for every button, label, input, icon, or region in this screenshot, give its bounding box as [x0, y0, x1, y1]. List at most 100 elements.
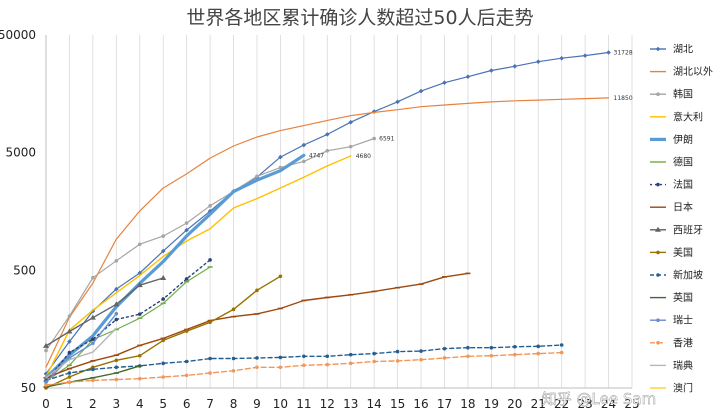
series-7 [43, 272, 471, 379]
data-point [559, 350, 564, 355]
legend-item-9: 美国 [650, 246, 693, 259]
series-end-label: 11850 [614, 95, 633, 102]
data-point [513, 352, 517, 357]
data-point [208, 320, 212, 325]
x-tick-label: 23 [577, 397, 592, 411]
data-point [184, 329, 189, 333]
legend-label: 德国 [673, 156, 693, 169]
y-tick-label: 50000 [0, 28, 36, 42]
legend-marker [655, 226, 661, 232]
data-point [67, 350, 72, 355]
chart-title: 世界各地区累计确诊人数超过50人后走势 [186, 7, 533, 29]
x-tick-label: 3 [112, 397, 120, 411]
data-point [44, 380, 48, 385]
x-tick-label: 4 [136, 397, 144, 411]
data-point [208, 371, 212, 375]
series-9 [44, 274, 283, 390]
data-point [231, 307, 236, 312]
gridlines [45, 35, 633, 388]
series-line [45, 277, 164, 347]
data-point [278, 154, 283, 160]
data-point [348, 352, 353, 357]
series-line [45, 97, 610, 368]
legend-label: 澳门 [673, 382, 693, 395]
series-group: 31728 11850 6591 4680 4747 [43, 50, 633, 390]
series-end-label: 6591 [379, 136, 394, 143]
legend-item-15: 澳门 [650, 382, 693, 395]
data-point [207, 208, 213, 214]
data-point [348, 144, 353, 149]
data-point [302, 354, 306, 359]
x-tick-label: 19 [484, 397, 499, 411]
data-point [395, 349, 400, 354]
data-point [582, 53, 588, 58]
data-point [137, 242, 142, 247]
series-line [45, 327, 117, 379]
x-tick-label: 22 [554, 397, 569, 411]
data-point [136, 282, 143, 288]
data-point [208, 258, 212, 262]
y-tick-label: 50 [21, 381, 36, 395]
legend-item-13: 香港 [650, 337, 693, 349]
series-end-label: 31728 [614, 50, 633, 57]
x-tick-label: 7 [206, 397, 214, 411]
data-point [324, 132, 330, 137]
data-point [255, 174, 259, 179]
data-point [442, 346, 447, 351]
x-tick-label: 24 [601, 397, 616, 411]
series-1: 11850 [45, 95, 633, 368]
legend-label: 香港 [673, 337, 693, 349]
data-point [137, 376, 142, 381]
x-tick-label: 6 [183, 397, 191, 411]
x-tick-label: 25 [624, 397, 639, 411]
legend-item-3: 意大利 [650, 110, 703, 123]
series-4: 4747 [44, 152, 324, 380]
legend-label: 伊朗 [673, 134, 693, 146]
x-tick-label: 15 [390, 397, 405, 411]
y-tick-label: 5000 [5, 146, 36, 160]
legend-item-0: 湖北 [650, 44, 693, 56]
legend-item-14: 瑞典 [650, 359, 693, 372]
series-line [45, 266, 211, 382]
legend-item-11: 英国 [650, 291, 693, 304]
legend-marker [656, 341, 660, 345]
legend-marker [656, 182, 660, 187]
data-point [67, 339, 72, 344]
data-point [161, 375, 165, 379]
x-tick-label: 21 [531, 397, 546, 411]
series-8 [43, 275, 167, 348]
data-point [113, 301, 120, 307]
data-point [67, 314, 72, 318]
data-point [137, 312, 142, 316]
series-end-label: 4680 [356, 153, 371, 160]
data-point [348, 361, 353, 366]
data-point [114, 358, 119, 363]
data-point [559, 343, 564, 347]
data-point [419, 357, 423, 362]
legend-label: 意大利 [673, 110, 703, 123]
legend-item-1: 湖北以外 [650, 66, 713, 78]
legend-item-8: 西班牙 [650, 224, 703, 236]
legend-label: 湖北以外 [673, 66, 713, 78]
legend-item-7: 日本 [650, 201, 693, 214]
data-point [90, 308, 96, 314]
x-tick-label: 8 [230, 397, 238, 411]
data-point [66, 328, 73, 334]
data-point [418, 88, 424, 94]
legend-item-6: 法国 [650, 178, 693, 191]
data-point [44, 348, 48, 353]
x-tick-label: 14 [367, 397, 382, 411]
data-point [184, 277, 189, 281]
data-point [67, 375, 72, 379]
data-point [160, 275, 167, 281]
x-tick-label: 12 [320, 397, 335, 411]
data-point [395, 99, 400, 105]
legend-label: 瑞典 [673, 359, 693, 372]
data-point [489, 345, 494, 350]
data-point [372, 351, 376, 356]
legend-marker [656, 273, 660, 277]
data-point [161, 361, 165, 366]
y-tick-label: 500 [13, 263, 36, 277]
